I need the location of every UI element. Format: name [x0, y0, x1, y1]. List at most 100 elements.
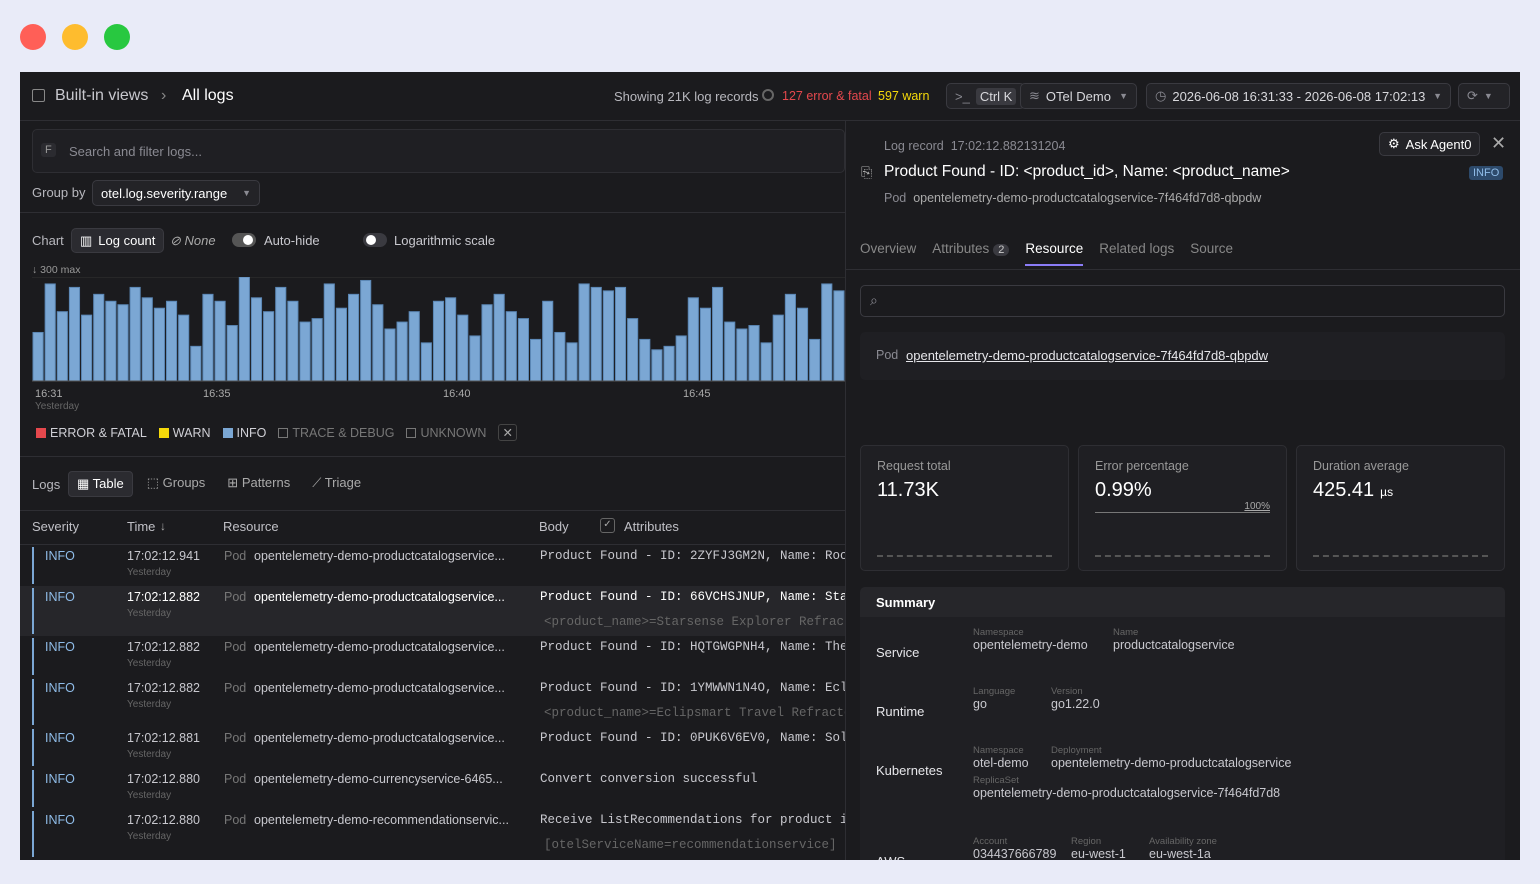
- group-by-select[interactable]: otel.log.severity.range ▼: [92, 180, 260, 206]
- log-row[interactable]: INFO 17:02:12.882 Yesterday Pod opentelemetr…: [20, 636, 845, 677]
- detail-tab[interactable]: Related logs: [1099, 241, 1174, 266]
- log-row[interactable]: INFO 17:02:12.882 Yesterday Pod opentelemetr…: [20, 586, 845, 636]
- log-row[interactable]: INFO 17:02:12.880 Yesterday Pod opentelemetr…: [20, 809, 845, 859]
- logs-tab[interactable]: ⬚ Groups: [146, 475, 206, 490]
- logs-tab[interactable]: ⊞ Patterns: [227, 475, 291, 490]
- logs-tab-label: Triage: [324, 475, 362, 490]
- field-value: go1.22.0: [1051, 697, 1100, 711]
- pod-link[interactable]: opentelemetry-demo-productcatalogservice…: [906, 348, 1269, 363]
- bar: [736, 328, 748, 382]
- field-key: Availability zone: [1149, 836, 1217, 847]
- body: Product Found - ID: 1YMWWN1N4O, Name: Ec…: [540, 681, 845, 695]
- group-by-value: otel.log.severity.range: [101, 185, 228, 201]
- legend-item[interactable]: INFO: [222, 424, 266, 441]
- log-row[interactable]: INFO 17:02:12.881 Yesterday Pod opentelemetr…: [20, 727, 845, 768]
- bar: [760, 342, 772, 382]
- legend-item[interactable]: ERROR & FATAL: [36, 424, 147, 441]
- bar: [335, 307, 347, 382]
- bar: [578, 283, 590, 382]
- column-header[interactable]: Time: [127, 519, 156, 534]
- column-header[interactable]: Attributes: [624, 519, 679, 534]
- time: 17:02:12.881: [127, 731, 200, 745]
- legend-swatch: [278, 427, 289, 438]
- min-dot[interactable]: [62, 24, 88, 50]
- summary-field: ReplicaSet opentelemetry-demo-productcata…: [973, 775, 1280, 800]
- legend-item[interactable]: UNKNOWN: [406, 424, 486, 441]
- detail-tab[interactable]: Source: [1190, 241, 1233, 266]
- none-button[interactable]: ⊘ None: [170, 233, 216, 248]
- warn-count[interactable]: 597 warn: [878, 89, 930, 103]
- resource: opentelemetry-demo-productcatalogservice…: [254, 640, 505, 654]
- resource-kind: Pod: [224, 731, 247, 745]
- ask-button[interactable]: ⚙ Ask Agent0: [1379, 132, 1481, 156]
- bar: [202, 293, 214, 382]
- log-row[interactable]: INFO 17:02:12.880 Yesterday Pod opentelemetr…: [20, 768, 845, 809]
- legend-item[interactable]: WARN: [158, 424, 211, 441]
- breadcrumb-parent[interactable]: Built-in views: [55, 87, 149, 104]
- body-extra: <product_name>=Starsense Explorer Refrac…: [544, 615, 845, 629]
- close-dot[interactable]: [20, 24, 46, 50]
- summary-group: AWS: [876, 854, 905, 860]
- resource: opentelemetry-demo-productcatalogservice…: [254, 731, 505, 745]
- record-label-text: Log record: [884, 139, 944, 153]
- bar: [784, 293, 796, 382]
- record-pod: Pod opentelemetry-demo-productcatalogser…: [884, 191, 1261, 205]
- detail-tab[interactable]: Resource: [1025, 241, 1084, 266]
- log-scale-toggle[interactable]: [363, 233, 387, 247]
- time-range[interactable]: ◷ 2026-06-08 16:31:33 - 2026-06-08 17:02:…: [1146, 83, 1451, 109]
- refresh[interactable]: ⟳ ▼: [1458, 83, 1510, 109]
- service-select[interactable]: ≋ OTel Demo ▼: [1020, 83, 1137, 109]
- metric-number: 11.73K: [877, 479, 939, 501]
- search-box[interactable]: F Search and filter logs...: [32, 129, 845, 173]
- bar: [639, 338, 651, 382]
- bar: [299, 321, 311, 382]
- metric-value: 11.73K: [877, 479, 939, 502]
- bar: [469, 335, 481, 382]
- sidebar-icon[interactable]: [32, 89, 45, 102]
- pod-name: opentelemetry-demo-productcatalogservice…: [913, 191, 1262, 205]
- x-tick-label: 16:35: [203, 388, 231, 400]
- field-value: otel-demo: [973, 756, 1029, 770]
- legend-swatch: [158, 427, 169, 438]
- severity: INFO: [45, 549, 75, 563]
- shortcut: Ctrl K: [975, 87, 1017, 105]
- record-title: Product Found - ID: <product_id>, Name: …: [884, 163, 1290, 180]
- breadcrumb-sep: ›: [161, 87, 167, 104]
- close-detail[interactable]: ✕: [1491, 133, 1507, 153]
- log-count-button[interactable]: ▥ Log count: [71, 228, 165, 253]
- column-header[interactable]: Severity: [32, 519, 79, 534]
- bar: [275, 286, 287, 382]
- auto-hide-toggle[interactable]: [232, 233, 256, 247]
- logs-tab[interactable]: ▦ Table: [68, 471, 133, 497]
- log-row[interactable]: INFO 17:02:12.941 Yesterday Pod opentelemetr…: [20, 545, 845, 586]
- column-header[interactable]: Resource: [223, 519, 279, 534]
- divider: [20, 510, 845, 511]
- severity: INFO: [45, 731, 75, 745]
- detail-panel: Log record 17:02:12.882131204 ⚙ Ask Agent…: [845, 121, 1520, 860]
- summary-field: Name productcatalogservice: [1113, 627, 1235, 652]
- legend-item[interactable]: TRACE & DEBUG: [278, 424, 394, 441]
- resource: opentelemetry-demo-productcatalogservice…: [254, 681, 505, 695]
- field-key: Version: [1051, 686, 1083, 697]
- detail-tab[interactable]: Attributes 2: [932, 241, 1010, 266]
- time: 17:02:12.882: [127, 590, 200, 604]
- column-header[interactable]: Body: [539, 519, 569, 534]
- histogram: 16:31 16:35 16:40 16:45 Yesterday: [32, 277, 845, 412]
- legend-clear[interactable]: ✕: [498, 424, 517, 441]
- error-count[interactable]: 127 error & fatal: [782, 89, 872, 103]
- attr-check[interactable]: ✓: [600, 518, 615, 533]
- bar: [542, 300, 554, 382]
- search-placeholder: Search and filter logs...: [69, 144, 202, 159]
- bar: [347, 293, 360, 382]
- logs-tab[interactable]: ⟋ Triage: [312, 475, 362, 490]
- max-dot[interactable]: [104, 24, 130, 50]
- resource-search[interactable]: ⌕: [860, 285, 1505, 317]
- detail-tab[interactable]: Overview: [860, 241, 916, 266]
- severity: INFO: [45, 772, 75, 786]
- logs-tab-label: Groups: [162, 475, 206, 490]
- log-row[interactable]: INFO 17:02:12.882 Yesterday Pod opentelemetr…: [20, 677, 845, 727]
- x-tick-label: 16:45: [683, 388, 711, 400]
- time: 17:02:12.882: [127, 640, 200, 654]
- command-button[interactable]: >_ Ctrl K: [946, 83, 1026, 109]
